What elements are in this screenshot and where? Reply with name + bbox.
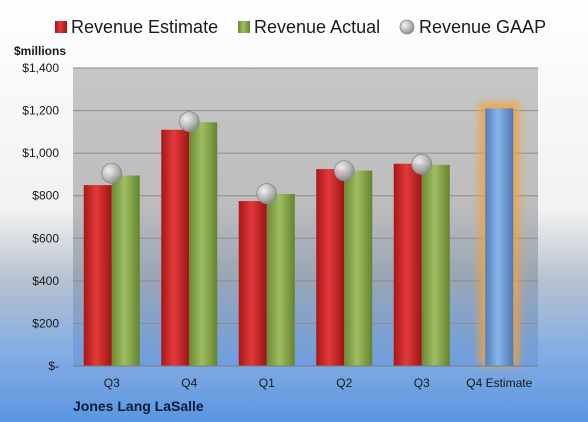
y-tick-label: $- [48, 359, 59, 373]
y-tick-label: $1,200 [22, 104, 59, 118]
marker-revenue-gaap [101, 162, 123, 184]
legend-item-revenue-estimate: Revenue Estimate [55, 17, 218, 37]
x-tick-label: Q4 Estimate [466, 376, 532, 390]
marker-revenue-gaap [333, 160, 355, 181]
company-name: Jones Lang LaSalle [73, 398, 204, 414]
bar-revenue-estimate [83, 185, 112, 366]
marker-revenue-gaap [411, 153, 433, 175]
bar-revenue-estimate [316, 169, 345, 366]
bars [83, 108, 514, 367]
bar-revenue-actual [266, 194, 295, 366]
bar-revenue-estimate [161, 129, 190, 366]
bar-revenue-estimate [393, 163, 422, 366]
x-tick-label: Q2 [336, 376, 352, 390]
y-tick-label: $800 [32, 189, 59, 203]
legend-label-revenue-actual: Revenue Actual [254, 17, 380, 37]
bar-revenue-actual [344, 170, 373, 366]
bar-revenue-estimate [238, 201, 267, 366]
plot-area [73, 68, 538, 366]
x-tick-label: Q4 [181, 376, 197, 390]
marker-revenue-gaap [256, 183, 278, 204]
y-axis-unit-label: $millions [14, 44, 66, 58]
bar-q4-estimate [485, 108, 514, 366]
y-tick-label: $400 [32, 274, 59, 288]
x-tick-label: Q1 [259, 376, 275, 390]
legend-label-revenue-gaap: Revenue GAAP [419, 17, 546, 37]
x-tick-label: Q3 [414, 376, 430, 390]
marker-revenue-gaap [178, 111, 200, 133]
legend-label-revenue-estimate: Revenue Estimate [71, 17, 218, 37]
legend: Revenue Estimate Revenue Actual Revenue … [55, 17, 546, 37]
y-tick-label: $600 [32, 231, 59, 245]
legend-swatch-revenue-estimate [55, 21, 67, 33]
x-tick-label: Q3 [104, 376, 120, 390]
legend-swatch-revenue-gaap [399, 19, 415, 35]
gaap-markers [101, 111, 433, 204]
legend-item-revenue-gaap: Revenue GAAP [399, 17, 546, 37]
bar-revenue-actual [111, 175, 140, 366]
bar-revenue-actual [421, 164, 450, 366]
legend-item-revenue-actual: Revenue Actual [238, 17, 380, 37]
y-axis-ticks: $- $200 $400 $600 $800 $1,000 $1,200 $1,400 [22, 61, 59, 373]
bar-revenue-actual [189, 122, 218, 367]
legend-swatch-revenue-actual [238, 21, 250, 33]
x-axis-ticks: Q3 Q4 Q1 Q2 Q3 Q4 Estimate [104, 376, 533, 390]
y-tick-label: $1,400 [22, 61, 59, 75]
y-tick-label: $200 [32, 316, 59, 330]
y-tick-label: $1,000 [22, 146, 59, 160]
gridlines [73, 67, 538, 324]
